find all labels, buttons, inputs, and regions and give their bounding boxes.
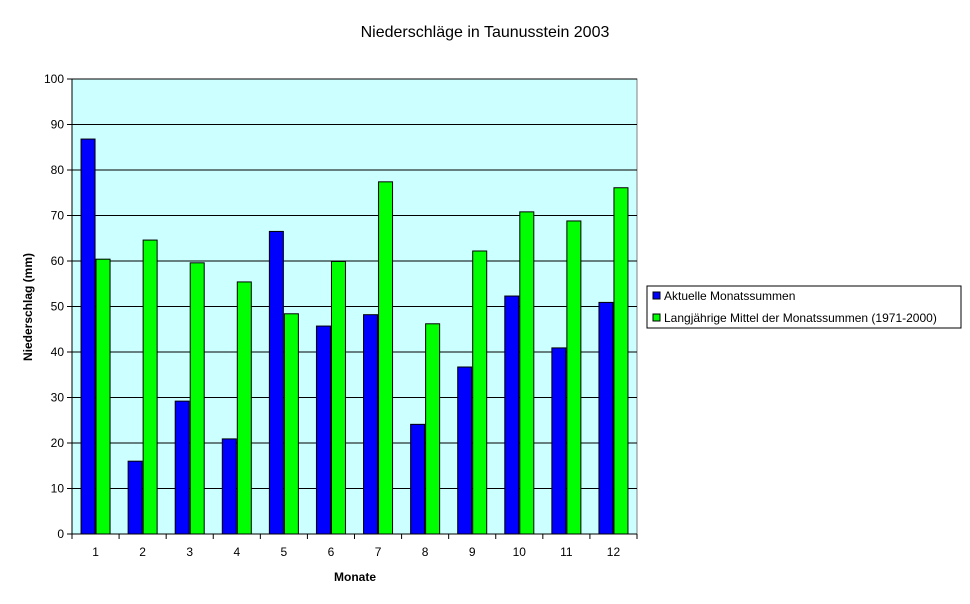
y-tick-label: 70 — [51, 209, 65, 223]
x-tick-labels: 1 2 3 4 5 6 7 8 9 10 11 12 — [92, 545, 620, 559]
x-tick-label: 10 — [513, 545, 527, 559]
bar-mittel — [142, 239, 158, 535]
y-tick-label: 10 — [51, 482, 65, 496]
x-tick-label: 12 — [607, 545, 621, 559]
bar-mittel — [283, 313, 299, 535]
bar-aktuelle — [504, 295, 520, 535]
bar-aktuelle — [80, 138, 96, 535]
legend-swatch-aktuelle — [652, 291, 661, 300]
bar-aktuelle — [457, 366, 473, 535]
x-tick-label: 3 — [186, 545, 193, 559]
bar-mittel — [330, 260, 346, 535]
axes — [67, 78, 638, 539]
x-tick-label: 11 — [560, 545, 573, 559]
bar-aktuelle — [315, 325, 331, 535]
y-tick-label: 50 — [51, 300, 65, 314]
legend-label-mittel: Langjährige Mittel der Monatssummen (197… — [664, 311, 937, 325]
y-tick-labels: 0 10 20 30 40 50 60 70 80 90 100 — [44, 72, 64, 541]
x-axis-label: Monate — [334, 570, 376, 584]
bar-mittel — [95, 258, 111, 535]
bar-mittel — [236, 281, 252, 535]
y-tick-label: 0 — [57, 527, 64, 541]
bar-aktuelle — [268, 230, 284, 535]
y-tick-label: 100 — [44, 72, 64, 86]
y-tick-label: 30 — [51, 391, 65, 405]
x-tick-label: 8 — [422, 545, 429, 559]
bar-mittel — [425, 323, 441, 535]
bar-mittel — [472, 250, 488, 535]
bars — [80, 138, 629, 535]
bar-mittel — [189, 262, 205, 535]
x-tick-label: 5 — [281, 545, 288, 559]
y-tick-label: 20 — [51, 436, 65, 450]
bar-mittel — [378, 181, 394, 535]
y-tick-label: 80 — [51, 163, 65, 177]
legend: Aktuelle Monatssummen Langjährige Mittel… — [646, 285, 962, 329]
bar-aktuelle — [127, 460, 143, 535]
bar-aktuelle — [221, 438, 237, 535]
bar-aktuelle — [410, 423, 426, 535]
y-tick-label: 40 — [51, 345, 65, 359]
bar-aktuelle — [174, 400, 190, 535]
bar-mittel — [613, 187, 629, 535]
bar-aktuelle — [363, 314, 379, 535]
x-tick-label: 7 — [375, 545, 382, 559]
bar-aktuelle — [551, 347, 567, 535]
bar-mittel — [519, 211, 535, 535]
legend-swatch-mittel — [652, 313, 661, 322]
y-tick-label: 60 — [51, 254, 65, 268]
y-tick-label: 90 — [51, 118, 65, 132]
legend-box — [646, 285, 962, 329]
chart-title: Niederschläge in Taunusstein 2003 — [361, 24, 610, 41]
x-tick-label: 1 — [92, 545, 99, 559]
y-axis-label: Niederschlag (mm) — [21, 253, 35, 361]
legend-label-aktuelle: Aktuelle Monatssummen — [664, 289, 795, 303]
grid-lines — [72, 78, 637, 489]
x-tick-label: 9 — [469, 545, 476, 559]
x-tick-label: 6 — [328, 545, 335, 559]
x-tick-label: 2 — [139, 545, 146, 559]
bar-mittel — [566, 220, 582, 535]
x-tick-label: 4 — [233, 545, 240, 559]
bar-aktuelle — [598, 301, 614, 535]
